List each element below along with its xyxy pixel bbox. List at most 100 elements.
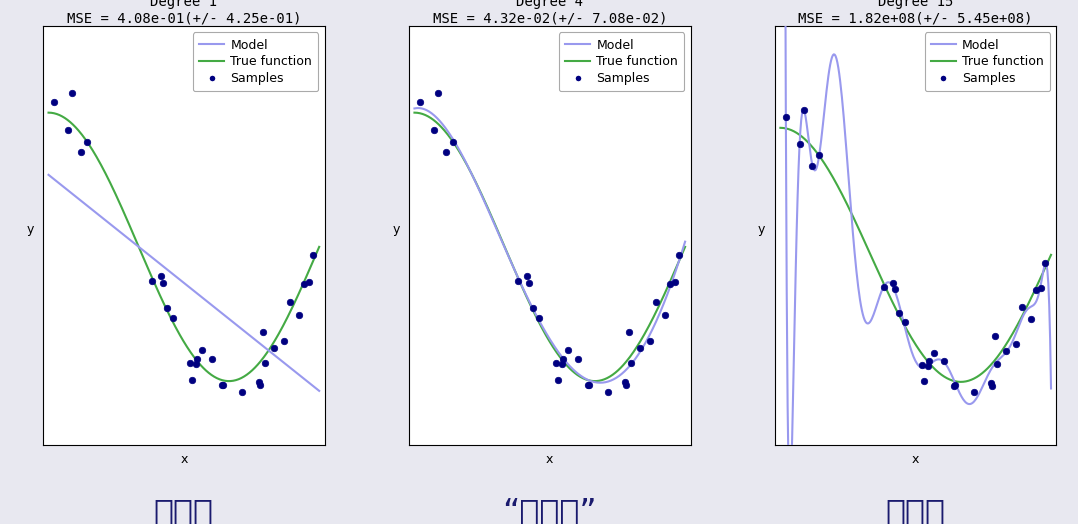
Model	[570, 369, 583, 376]
True function	[407, 110, 420, 116]
Samples	[796, 105, 813, 114]
Samples	[559, 346, 577, 355]
Samples	[425, 126, 442, 134]
Text: 欠拟合: 欠拟合	[154, 496, 213, 524]
Samples	[913, 361, 930, 369]
Samples	[519, 272, 536, 281]
True function	[774, 125, 787, 131]
Samples	[632, 344, 649, 352]
Samples	[59, 126, 77, 134]
True function	[288, 299, 301, 305]
Samples	[666, 278, 683, 286]
Samples	[305, 251, 322, 259]
Samples	[989, 360, 1006, 368]
True function	[271, 333, 284, 339]
True function	[569, 370, 582, 377]
Samples	[181, 359, 198, 367]
True function	[935, 371, 948, 377]
X-axis label: x: x	[180, 453, 188, 466]
X-axis label: x: x	[547, 453, 553, 466]
True function	[935, 372, 948, 378]
True function	[679, 244, 692, 250]
Samples	[935, 357, 952, 365]
Line: True function: True function	[414, 113, 686, 381]
Samples	[251, 381, 268, 389]
Samples	[983, 381, 1000, 390]
Samples	[444, 137, 461, 146]
Samples	[897, 318, 914, 326]
Samples	[777, 113, 794, 122]
Samples	[412, 97, 429, 106]
Samples	[152, 272, 169, 281]
Line: Model: Model	[49, 175, 319, 391]
True function	[42, 110, 55, 116]
Samples	[965, 388, 982, 396]
Samples	[524, 304, 541, 312]
True function	[589, 378, 602, 384]
Samples	[265, 344, 282, 352]
Samples	[530, 314, 548, 322]
Samples	[189, 355, 206, 363]
Samples	[569, 355, 586, 363]
Samples	[165, 314, 182, 322]
Line: True function: True function	[780, 128, 1051, 382]
Samples	[884, 279, 901, 287]
Samples	[982, 379, 999, 387]
Model	[43, 172, 56, 179]
Model	[203, 300, 216, 306]
Samples	[1022, 315, 1039, 323]
Samples	[213, 381, 231, 389]
Model	[1020, 307, 1033, 313]
Line: Model: Model	[414, 108, 686, 383]
Model	[42, 172, 55, 178]
Model	[575, 373, 588, 379]
Y-axis label: y: y	[26, 223, 33, 236]
Samples	[510, 277, 527, 285]
Samples	[72, 148, 89, 157]
Title: Degree 1
MSE = 4.08e-01(+/- 4.25e-01): Degree 1 MSE = 4.08e-01(+/- 4.25e-01)	[67, 0, 301, 25]
Samples	[154, 278, 171, 287]
Samples	[194, 346, 211, 355]
Samples	[521, 278, 538, 287]
Y-axis label: y: y	[758, 223, 765, 236]
Samples	[234, 388, 251, 396]
Samples	[64, 89, 81, 97]
Samples	[281, 298, 299, 306]
Model	[655, 306, 668, 312]
Samples	[45, 97, 63, 106]
Samples	[547, 359, 564, 367]
Samples	[254, 328, 272, 336]
True function	[1020, 304, 1033, 310]
Model	[569, 368, 582, 375]
Samples	[429, 89, 446, 97]
Samples	[188, 360, 205, 368]
Legend: Model, True function, Samples: Model, True function, Samples	[193, 32, 318, 92]
Model	[409, 105, 421, 112]
Model	[594, 379, 607, 386]
Samples	[997, 346, 1014, 355]
Model	[940, 363, 953, 369]
Samples	[581, 380, 598, 389]
True function	[409, 110, 421, 116]
Samples	[617, 381, 634, 389]
Model	[935, 357, 948, 363]
True function	[573, 374, 586, 380]
True function	[954, 379, 967, 385]
True function	[313, 244, 326, 250]
Samples	[290, 310, 307, 319]
Samples	[622, 358, 639, 367]
Samples	[275, 337, 292, 345]
Samples	[641, 337, 659, 345]
Samples	[158, 304, 176, 312]
Title: Degree 15
MSE = 1.82e+08(+/- 5.45e+08): Degree 15 MSE = 1.82e+08(+/- 5.45e+08)	[799, 0, 1033, 25]
Samples	[554, 355, 571, 363]
Samples	[1027, 286, 1045, 294]
Model	[783, 493, 796, 499]
True function	[222, 378, 235, 384]
Model	[679, 238, 692, 245]
Y-axis label: y: y	[392, 223, 400, 236]
Samples	[945, 381, 963, 390]
Samples	[438, 148, 455, 157]
Samples	[946, 381, 964, 389]
Text: “刚刚好”: “刚刚好”	[502, 496, 597, 524]
